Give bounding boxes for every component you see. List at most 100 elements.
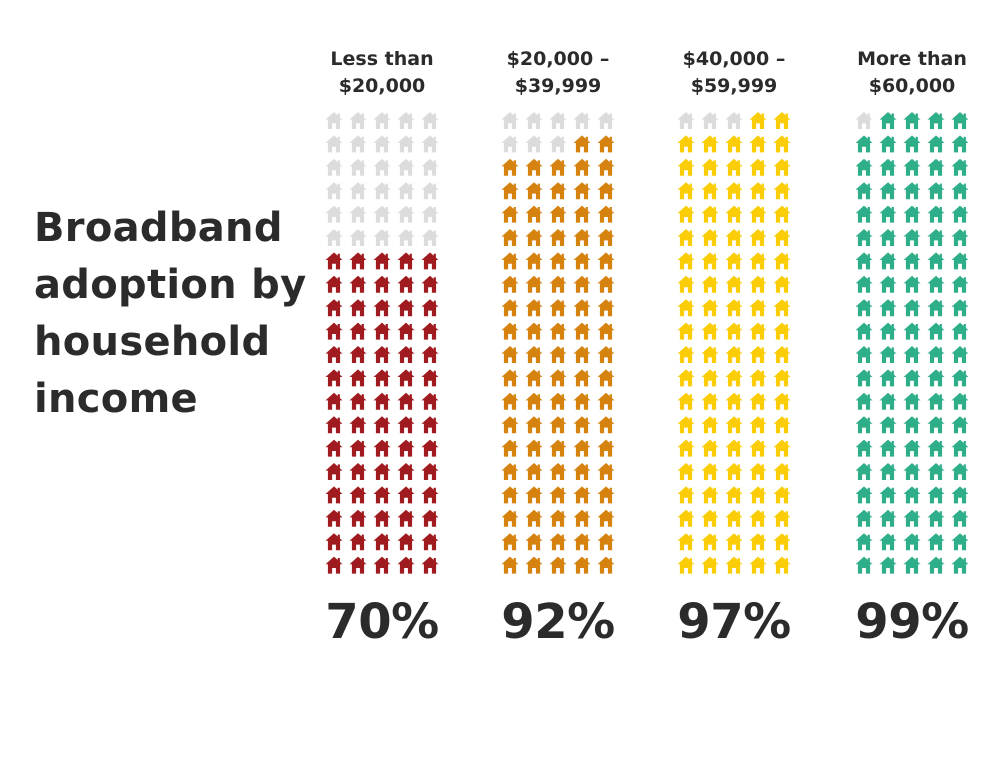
house-icon-filled [927,135,945,153]
house-icon-filled [397,322,415,340]
house-icon-filled [677,229,695,246]
house-icon-filled [397,299,415,317]
house-icon-filled [879,158,897,176]
house-icon-filled [525,392,543,410]
house-icon-filled [397,463,415,480]
house-icon-filled [879,439,897,457]
house-icon-filled [397,533,415,551]
house-icon-filled [597,486,615,504]
house-icon-empty [501,135,519,153]
house-icon-filled [549,275,567,293]
house-icon-empty [349,112,367,129]
house-icon-filled [501,252,519,270]
house-icon-filled [951,135,969,153]
house-icon-filled [903,556,921,574]
house-icon-filled [325,463,343,480]
house-icon-filled [421,439,439,457]
house-icon-filled [903,463,921,480]
house-icon-filled [325,533,343,551]
percent-value: 70% [325,594,439,650]
house-icon-empty [525,112,543,129]
house-icon-filled [879,346,897,363]
column-40k-60k: $40,000 – $59,999 97% [646,46,822,650]
house-icon-filled [397,416,415,434]
house-icon-filled [677,322,695,340]
house-icon-filled [325,509,343,527]
house-icon-empty [325,205,343,223]
column-under-20k: Less than $20,000 70% [294,46,470,650]
house-icon-filled [421,275,439,293]
house-icon-filled [325,275,343,293]
chart-title: Broadband adoption by household income [34,205,307,422]
house-icon-filled [855,229,873,246]
house-icon-filled [951,369,969,387]
house-icon-filled [597,158,615,176]
house-icon-filled [855,533,873,551]
house-icon-filled [421,463,439,480]
house-icon-filled [501,486,519,504]
house-icon-filled [677,439,695,457]
house-icon-filled [725,135,743,153]
house-icon-filled [749,112,767,129]
house-icon-filled [879,392,897,410]
house-icon-filled [903,182,921,200]
house-icon-filled [927,509,945,527]
house-icon-filled [325,392,343,410]
column-20k-40k: $20,000 – $39,999 92% [470,46,646,650]
house-icon-filled [549,486,567,504]
house-icon-filled [927,252,945,270]
house-icon-filled [927,299,945,317]
house-icon-filled [373,486,391,504]
house-icon-filled [677,369,695,387]
house-icon-filled [501,556,519,574]
house-icon-filled [951,182,969,200]
house-icon-filled [573,158,591,176]
house-icon-filled [951,252,969,270]
house-icon-empty [701,112,719,129]
house-icon-filled [597,369,615,387]
house-icon-filled [677,509,695,527]
house-icon-filled [549,182,567,200]
house-icon-empty [597,112,615,129]
house-icon-filled [597,229,615,246]
house-icon-filled [373,299,391,317]
house-icon-filled [903,533,921,551]
house-icon-filled [421,556,439,574]
house-icon-filled [597,416,615,434]
category-label-line: $40,000 – [682,48,786,70]
house-icon-filled [501,322,519,340]
house-icon-filled [373,533,391,551]
house-icon-filled [879,205,897,223]
house-icon-filled [501,533,519,551]
house-icon-filled [773,205,791,223]
house-icon-filled [597,439,615,457]
house-icon-empty [373,182,391,200]
house-icon-filled [773,182,791,200]
house-icon-filled [525,439,543,457]
house-icon-filled [701,556,719,574]
house-icon-filled [525,369,543,387]
house-icon-filled [855,346,873,363]
house-icon-filled [597,322,615,340]
house-icon-filled [349,392,367,410]
category-label: Less than $20,000 [294,46,470,102]
house-icon-filled [549,229,567,246]
house-icon-filled [773,346,791,363]
house-icon-grid [677,112,791,574]
house-icon-filled [725,229,743,246]
category-label-line: More than [857,48,967,70]
house-icon-filled [855,275,873,293]
house-icon-filled [773,463,791,480]
house-icon-empty [421,135,439,153]
house-icon-filled [773,486,791,504]
house-icon-filled [501,275,519,293]
house-icon-filled [597,299,615,317]
house-icon-filled [725,392,743,410]
house-icon-filled [951,439,969,457]
house-icon-filled [549,346,567,363]
house-icon-filled [421,509,439,527]
house-icon-filled [749,205,767,223]
house-icon-filled [325,439,343,457]
house-icon-filled [879,252,897,270]
house-icon-filled [421,322,439,340]
